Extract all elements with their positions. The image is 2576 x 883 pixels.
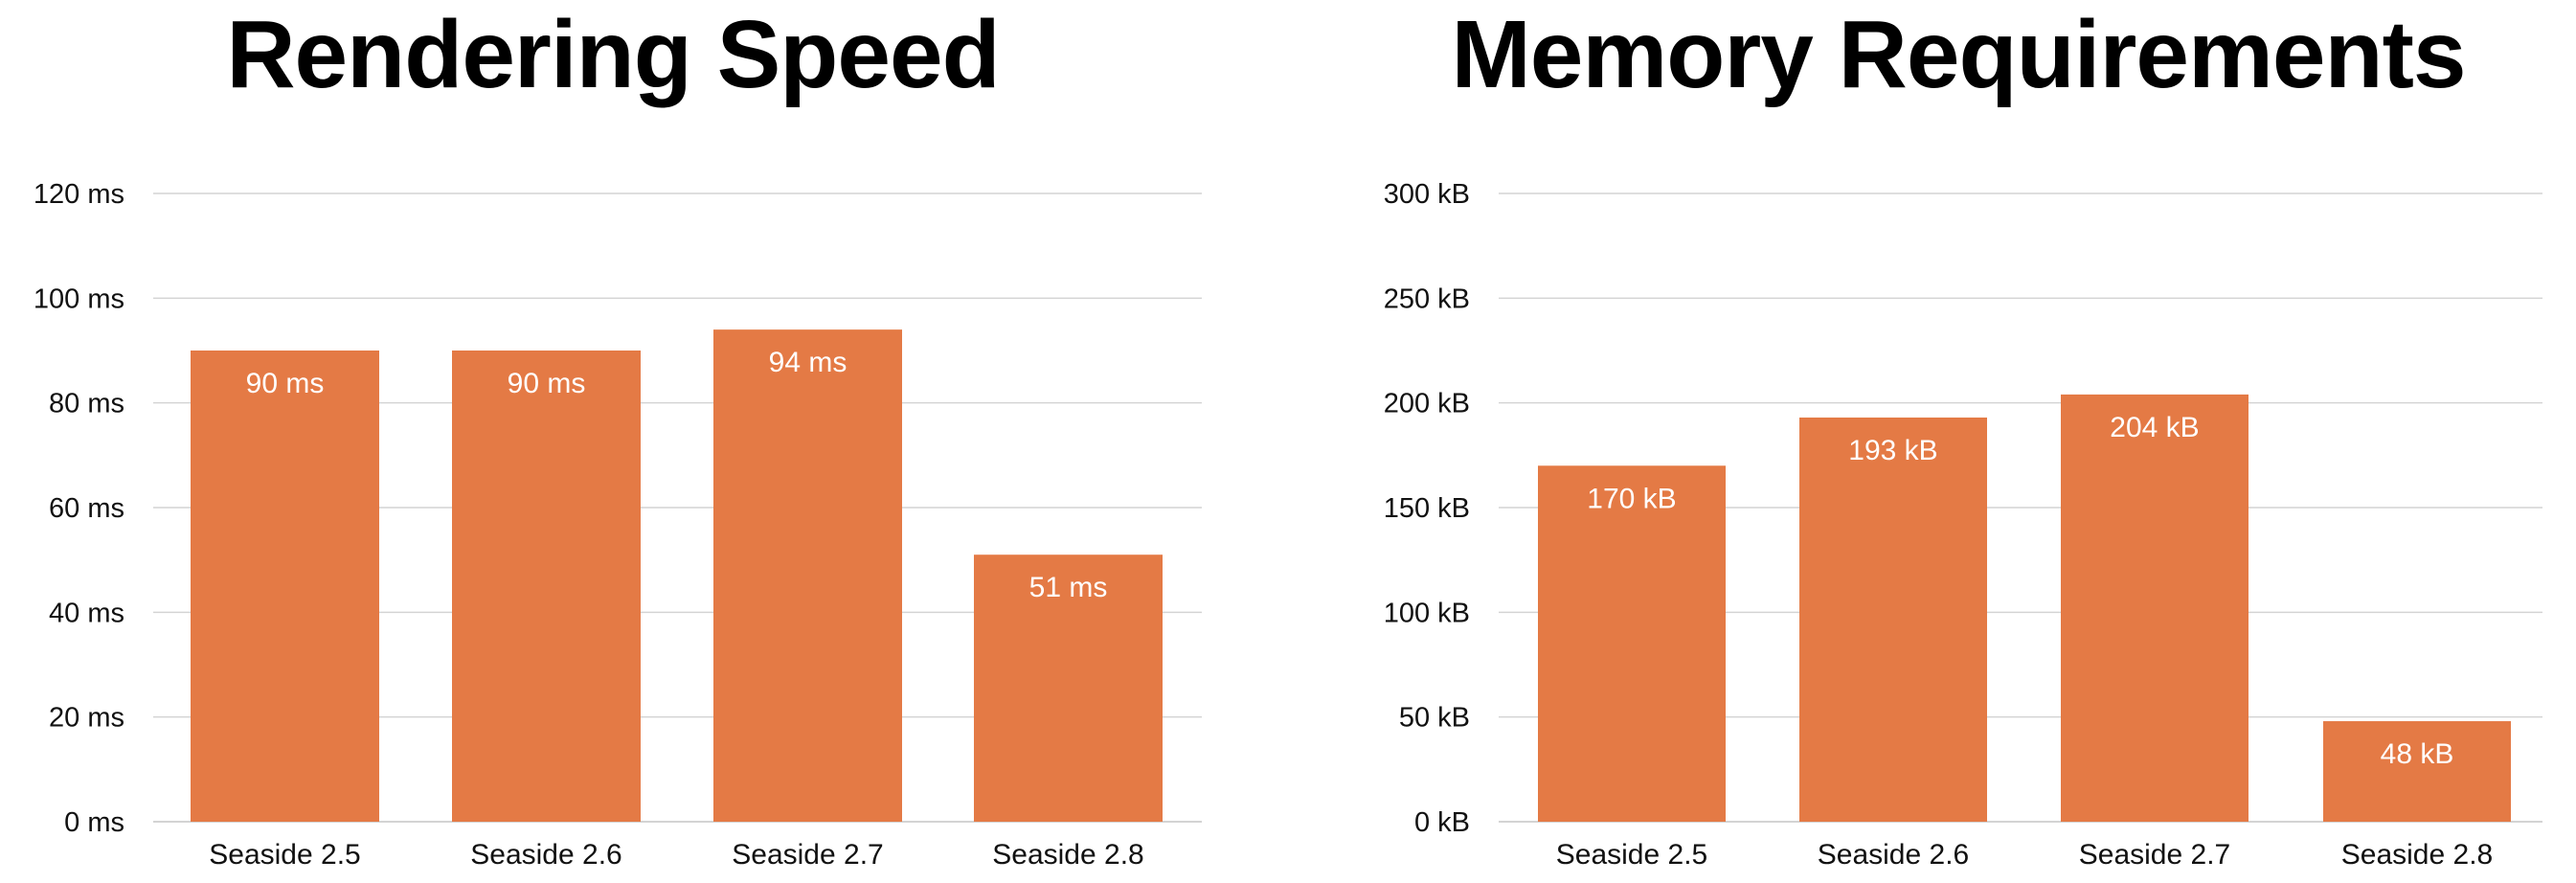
x-category-label: Seaside 2.8 bbox=[992, 839, 1143, 871]
x-category-label: Seaside 2.5 bbox=[1556, 839, 1707, 871]
y-tick-label: 0 ms bbox=[64, 807, 124, 838]
y-tick-label: 80 ms bbox=[49, 389, 124, 419]
x-category-label: Seaside 2.8 bbox=[2341, 839, 2493, 871]
bar-data-label: 51 ms bbox=[1029, 572, 1108, 603]
y-tick-label: 40 ms bbox=[49, 598, 124, 628]
y-tick-label: 50 kB bbox=[1399, 703, 1470, 734]
bar-data-label: 48 kB bbox=[2381, 738, 2454, 770]
y-tick-label: 100 kB bbox=[1384, 598, 1470, 628]
bar bbox=[974, 555, 1163, 822]
x-category-label: Seaside 2.7 bbox=[2079, 839, 2230, 871]
bar bbox=[191, 351, 379, 822]
y-tick-label: 150 kB bbox=[1384, 493, 1470, 524]
bar-data-label: 204 kB bbox=[2110, 412, 2199, 443]
bar-data-label: 90 ms bbox=[246, 368, 325, 399]
chart-title-memory-requirements: Memory Requirements bbox=[1451, 1, 2466, 108]
bar bbox=[1799, 417, 1987, 822]
bar bbox=[2323, 721, 2511, 822]
bar-data-label: 170 kB bbox=[1587, 483, 1676, 514]
x-category-label: Seaside 2.5 bbox=[209, 839, 360, 871]
bar bbox=[452, 351, 641, 822]
x-category-label: Seaside 2.6 bbox=[1818, 839, 1969, 871]
bar bbox=[1538, 465, 1726, 822]
x-category-label: Seaside 2.7 bbox=[732, 839, 883, 871]
bar bbox=[2061, 394, 2248, 822]
y-tick-label: 250 kB bbox=[1384, 283, 1470, 314]
memory-requirements-chart: 0 kB 50 kB 100 kB 150 kB 200 kB 250 kB 300 kB 1… bbox=[1384, 179, 2542, 871]
y-tick-label: 0 kB bbox=[1414, 807, 1470, 838]
y-tick-label: 200 kB bbox=[1384, 389, 1470, 419]
y-tick-label: 100 ms bbox=[34, 283, 124, 314]
bar-data-label: 94 ms bbox=[769, 347, 847, 378]
y-tick-label: 60 ms bbox=[49, 493, 124, 524]
x-category-label: Seaside 2.6 bbox=[470, 839, 621, 871]
bar bbox=[713, 329, 902, 823]
rendering-speed-chart: 0 ms 20 ms 40 ms 60 ms 80 ms 100 ms 120 ms 90 m… bbox=[34, 179, 1202, 871]
bar-data-label: 90 ms bbox=[508, 368, 586, 399]
y-tick-label: 300 kB bbox=[1384, 179, 1470, 210]
y-tick-label: 20 ms bbox=[49, 703, 124, 734]
bar-data-label: 193 kB bbox=[1848, 435, 1937, 466]
y-tick-label: 120 ms bbox=[34, 179, 124, 210]
chart-title-rendering-speed: Rendering Speed bbox=[226, 1, 1000, 108]
